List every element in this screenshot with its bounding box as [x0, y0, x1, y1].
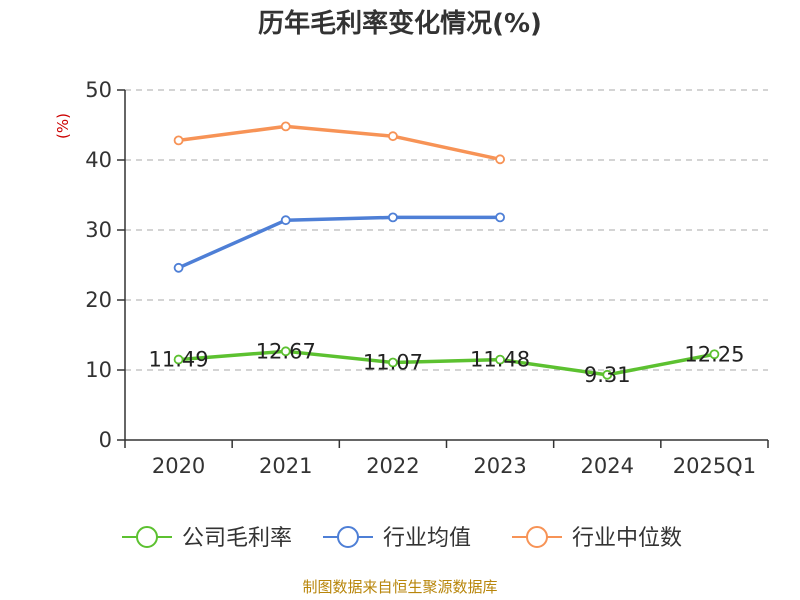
axes: 0 10 20 30 40 50 2020 2021 2022 2023 2024 2025Q1 [85, 78, 769, 478]
series-line [177, 215, 501, 270]
legend-item-0[interactable]: 公司毛利率 [122, 526, 292, 551]
legend-item-2[interactable]: 行业中位数 [512, 526, 682, 551]
series-2 [173, 121, 505, 165]
y-tick-label: 20 [85, 288, 112, 312]
data-point [173, 262, 184, 273]
y-tick-label: 30 [85, 218, 112, 242]
legend-marker [526, 526, 548, 548]
series-1 [173, 212, 505, 273]
data-point [495, 212, 505, 223]
legend-item-1[interactable]: 行业均值 [323, 526, 471, 551]
y-tick-label: 40 [85, 148, 112, 172]
data-point [495, 354, 505, 365]
legend-label: 行业均值 [383, 526, 471, 551]
data-point [602, 369, 613, 380]
data-point [173, 135, 184, 146]
legend-marker [136, 526, 158, 548]
legend-marker [337, 526, 359, 548]
series-group: 11.49 12.67 11.07 11.48 9.31 12.25 [149, 121, 745, 387]
data-point [173, 354, 184, 365]
gridlines [125, 89, 768, 371]
data-label: 12.67 [256, 339, 316, 363]
x-tick-label: 2025Q1 [673, 454, 756, 478]
legend-label: 公司毛利率 [182, 526, 292, 551]
y-tick-label: 50 [85, 78, 112, 102]
data-point [709, 349, 720, 360]
x-tick-label: 2024 [581, 454, 634, 478]
x-tick-label: 2023 [473, 454, 526, 478]
x-tick-label: 2022 [366, 454, 419, 478]
data-point [388, 212, 398, 223]
x-tick-label: 2020 [152, 454, 205, 478]
chart-title: 历年毛利率变化情况(%) [258, 8, 542, 39]
y-tick-label: 0 [99, 428, 112, 452]
data-point [388, 131, 398, 142]
data-label: 11.49 [149, 348, 209, 372]
data-point [495, 154, 505, 165]
y-tick-label: 10 [85, 358, 112, 382]
legend: 公司毛利率 行业均值 行业中位数 [122, 526, 682, 551]
data-point [280, 346, 291, 357]
legend-label: 行业中位数 [572, 526, 682, 551]
data-label: 9.31 [584, 363, 631, 387]
data-point [280, 215, 291, 226]
x-tick-label: 2021 [259, 454, 312, 478]
data-point [388, 357, 398, 368]
series-line [178, 124, 501, 162]
data-point [280, 121, 291, 132]
source-note: 制图数据来自恒生聚源数据库 [302, 578, 497, 596]
y-axis-label: (%) [54, 113, 72, 139]
series-line [178, 349, 715, 377]
data-label: 12.25 [684, 342, 744, 366]
data-label: 11.48 [470, 348, 530, 372]
data-label: 11.07 [363, 351, 423, 375]
series-0: 11.49 12.67 11.07 11.48 9.31 12.25 [149, 339, 745, 387]
